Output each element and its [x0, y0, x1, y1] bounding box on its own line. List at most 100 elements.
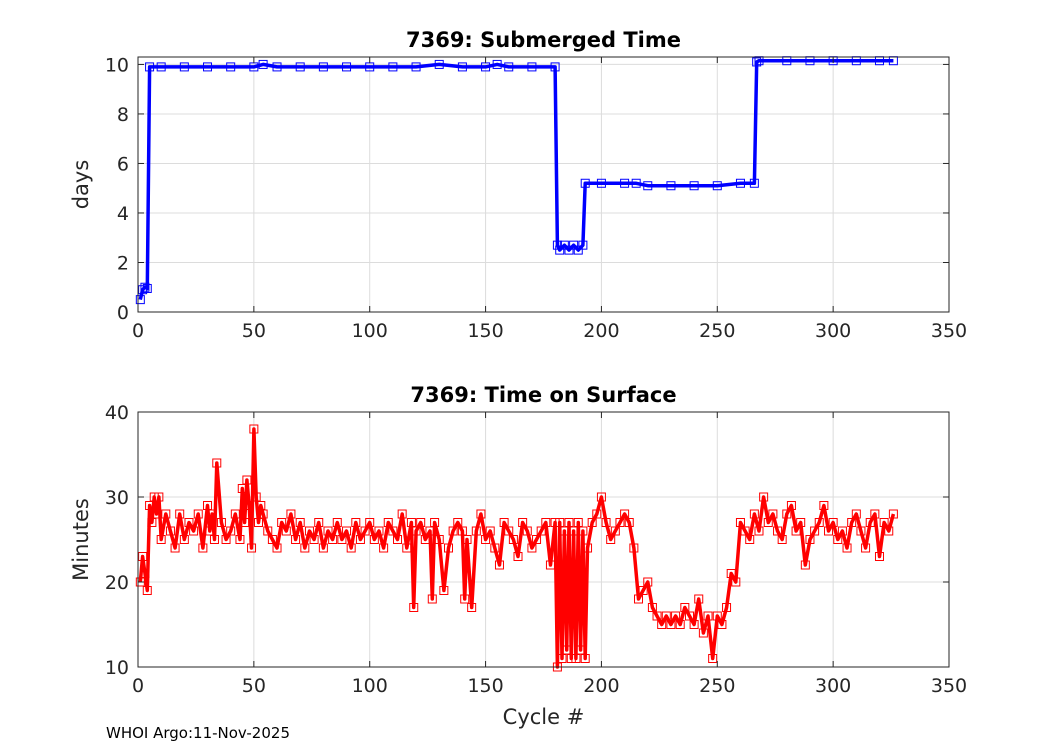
- data-point-marker: [277, 518, 287, 527]
- x-axis-label: Cycle #: [503, 705, 585, 729]
- data-point-marker: [847, 518, 857, 527]
- data-point-marker: [837, 526, 847, 536]
- data-point-marker: [346, 543, 356, 553]
- data-point-marker: [557, 654, 567, 663]
- data-point-marker: [467, 603, 477, 612]
- data-point-marker: [689, 181, 699, 191]
- data-point-marker: [587, 518, 597, 527]
- data-point-marker: [138, 552, 148, 561]
- footer-credit: WHOI Argo:11-Nov-2025: [106, 724, 290, 742]
- data-point-marker: [267, 535, 277, 544]
- data-point-marker: [184, 518, 194, 527]
- data-point-marker: [165, 526, 175, 536]
- data-point-marker: [249, 424, 259, 434]
- data-point-marker: [135, 295, 145, 305]
- data-point-marker: [527, 543, 537, 553]
- data-point-marker: [365, 518, 375, 527]
- data-point-marker: [573, 518, 583, 527]
- data-point-marker: [198, 543, 208, 553]
- data-point-marker: [647, 603, 657, 612]
- data-point-marker: [152, 509, 162, 519]
- data-point-marker: [610, 526, 620, 536]
- data-point-marker: [492, 59, 502, 69]
- x-tick-label: 100: [352, 320, 388, 342]
- data-point-marker: [156, 62, 166, 72]
- data-point-marker: [439, 586, 449, 595]
- data-point-marker: [708, 654, 718, 663]
- data-point-marker: [448, 526, 458, 536]
- y-tick-label: 10: [105, 54, 129, 76]
- y-tick-label: 30: [105, 487, 129, 509]
- data-point-marker: [870, 509, 880, 519]
- data-point-marker: [888, 509, 898, 519]
- data-point-marker: [796, 518, 806, 527]
- data-point-marker: [833, 535, 843, 544]
- data-point-marker: [559, 240, 569, 250]
- chart-2: 0 50 100 150 200 250 300 350 10 20 30 40 7369: Time …: [69, 383, 967, 729]
- data-point-marker: [580, 178, 590, 188]
- data-point-marker: [156, 535, 166, 544]
- data-point-marker: [684, 611, 694, 621]
- data-point-marker: [242, 475, 252, 485]
- data-point-marker: [460, 594, 470, 604]
- data-point-marker: [272, 543, 282, 553]
- y-tick-label: 20: [105, 572, 129, 594]
- data-point-marker: [462, 535, 472, 544]
- data-point-marker: [703, 611, 713, 621]
- data-point-marker: [286, 509, 296, 519]
- chart-title: 7369: Submerged Time: [406, 28, 681, 52]
- data-point-marker: [675, 620, 685, 629]
- data-point-marker: [624, 518, 634, 527]
- data-point-marker: [161, 509, 171, 519]
- data-point-marker: [592, 509, 602, 519]
- data-point-marker: [814, 518, 824, 527]
- data-point-marker: [576, 645, 586, 655]
- data-point-marker: [175, 509, 185, 519]
- data-point-marker: [752, 57, 762, 67]
- data-point-marker: [643, 577, 653, 587]
- data-point-marker: [397, 509, 407, 519]
- data-point-marker: [735, 518, 745, 527]
- data-point-marker: [680, 603, 690, 612]
- data-point-marker: [147, 518, 157, 527]
- data-point-marker: [135, 577, 145, 587]
- data-point-marker: [170, 543, 180, 553]
- data-point-marker: [571, 654, 581, 663]
- data-point-marker: [258, 59, 268, 69]
- chart-1: 0 50 100 150 200 250 300 350 0 2 4 6 8 10 7369: Submer…: [69, 28, 967, 342]
- data-point-marker: [374, 526, 384, 536]
- data-point-marker: [295, 518, 305, 527]
- data-point-marker: [791, 526, 801, 536]
- data-point-marker: [731, 577, 741, 587]
- data-point-marker: [434, 535, 444, 544]
- data-point-marker: [712, 611, 722, 621]
- axes-box: [137, 56, 950, 313]
- data-point-marker: [532, 535, 542, 544]
- data-point-marker: [657, 620, 667, 629]
- x-tick-label: 350: [931, 675, 967, 697]
- data-point-marker: [620, 509, 630, 519]
- data-point-marker: [559, 526, 569, 536]
- data-point-marker: [861, 543, 871, 553]
- data-point-marker: [666, 181, 676, 191]
- data-point-marker: [205, 526, 215, 536]
- y-tick-label: 2: [117, 252, 129, 274]
- data-point-marker: [494, 560, 504, 570]
- data-point-marker: [337, 535, 347, 544]
- data-point-marker: [360, 526, 370, 536]
- data-point-marker: [411, 62, 421, 72]
- data-point-marker: [578, 526, 588, 536]
- data-point-marker: [434, 59, 444, 69]
- data-point-marker: [763, 518, 773, 527]
- data-point-marker: [555, 245, 565, 255]
- data-point-marker: [606, 535, 616, 544]
- y-axis-label: days: [69, 160, 93, 210]
- data-point-marker: [689, 620, 699, 629]
- data-point-marker: [550, 62, 560, 72]
- x-tick-label: 200: [583, 675, 619, 697]
- data-point-marker: [749, 178, 759, 188]
- data-point-marker: [573, 245, 583, 255]
- data-point-marker: [179, 535, 189, 544]
- data-point-marker: [149, 492, 159, 502]
- data-point-marker: [569, 526, 579, 536]
